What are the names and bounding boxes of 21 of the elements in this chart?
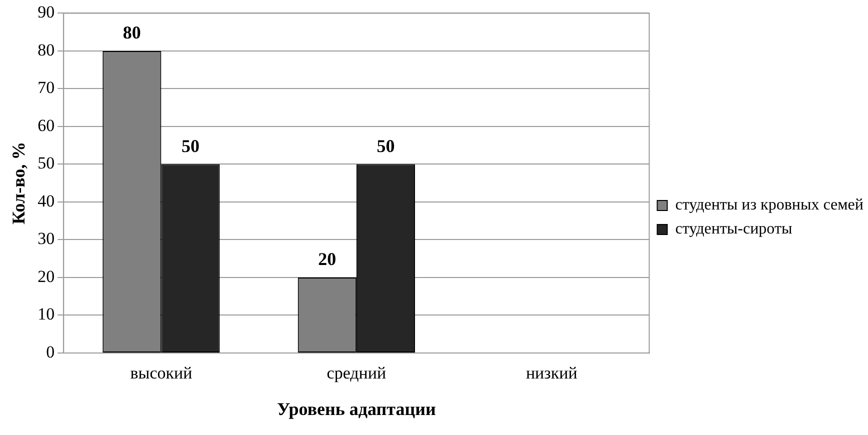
data-label: 50 <box>181 136 200 156</box>
y-tick-label: 20 <box>38 266 55 286</box>
x-tick-label: высокий <box>130 364 192 383</box>
legend-label: студенты из кровных семей <box>675 196 864 214</box>
data-label: 50 <box>376 136 395 156</box>
x-tick-label: низкий <box>526 364 578 383</box>
data-label: 80 <box>122 22 141 43</box>
y-tick-label: 50 <box>38 154 55 173</box>
y-tick-label: 80 <box>38 40 55 60</box>
y-tick-label: 0 <box>46 342 55 362</box>
x-tick-label: средний <box>326 364 386 383</box>
y-axis-title: Кол-во, % <box>8 142 28 224</box>
y-tick-label: 40 <box>38 191 55 210</box>
y-tick-label: 30 <box>38 229 55 248</box>
legend-label: студенты-сироты <box>675 220 792 238</box>
y-tick-label: 60 <box>38 116 55 135</box>
y-tick-label: 70 <box>38 78 55 98</box>
data-label: 20 <box>318 249 336 270</box>
y-tick-label: 10 <box>38 304 55 324</box>
y-tick-label: 90 <box>38 2 55 22</box>
x-axis-title: Уровень адаптации <box>277 398 436 419</box>
